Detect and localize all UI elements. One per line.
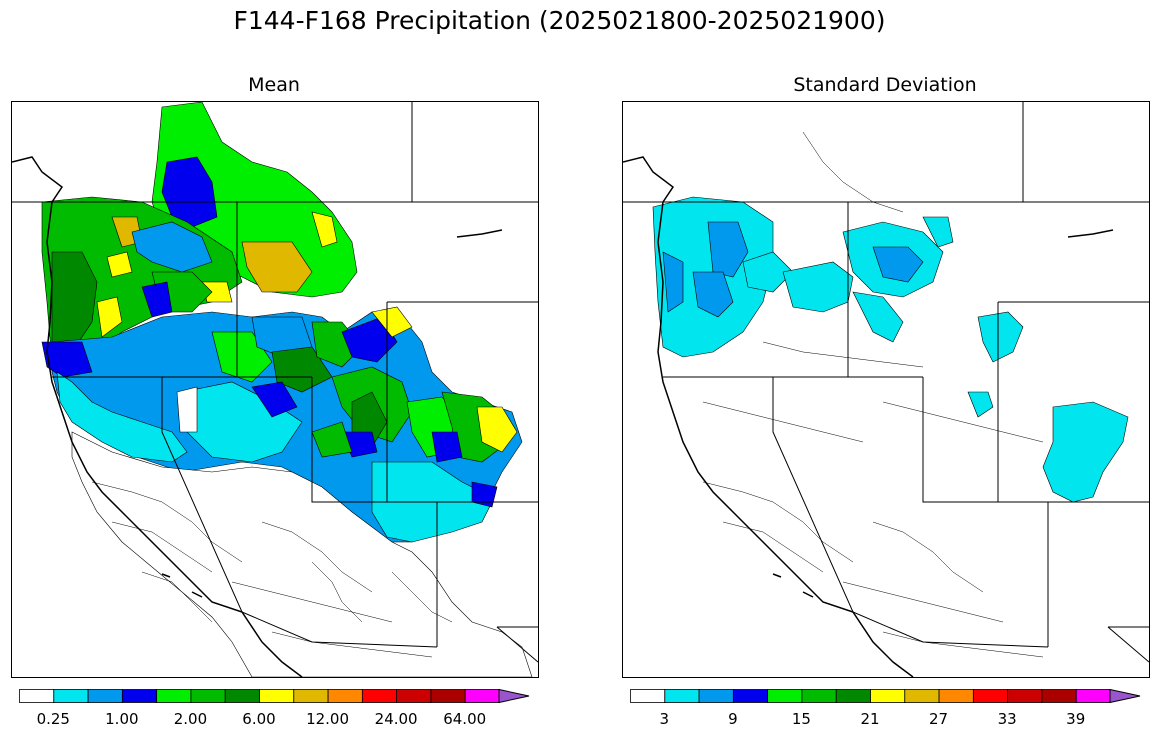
colorbar-box [156,689,192,703]
mean-map [11,101,539,678]
stddev-coastline [623,156,1114,677]
colorbar-box [1075,689,1111,703]
colorbar-box [1007,689,1043,703]
stddev-map [622,101,1150,678]
colorbar-tick-label: 2.00 [173,710,208,728]
colorbar-box [53,689,89,703]
stddev-panel-title: Standard Deviation [793,74,977,96]
mean-map-canvas [12,102,538,677]
colorbar-box [87,689,123,703]
colorbar-box [121,689,158,703]
colorbar-box [767,689,803,703]
stddev-state-lines [623,102,1149,663]
stddev-colorbar-extension [1109,689,1141,703]
stddev-map-canvas [623,102,1149,677]
colorbar-tick-label: 15 [791,710,811,728]
colorbar-box [361,689,398,703]
colorbar-tick-label: 1.00 [105,710,139,728]
colorbar-box [732,689,769,703]
colorbar-box [698,689,734,703]
colorbar-box [801,689,837,703]
colorbar-tick-label: 6.00 [242,710,276,728]
colorbar-tick-label: 64.00 [443,710,487,728]
mean-coastline [12,156,503,677]
colorbar-box [630,689,666,703]
colorbar-box [224,689,260,703]
mean-panel-title: Mean [248,74,300,96]
mean-colorbar-extension [498,689,530,703]
colorbar-tick-label: 9 [728,710,738,728]
mean-colorbar [19,689,530,703]
colorbar-box [293,689,329,703]
colorbar-tick-label: 27 [929,710,949,728]
colorbar-box [904,689,940,703]
colorbar-box [327,689,363,703]
mean-colorbar-boxes [19,689,500,703]
colorbar-box [190,689,226,703]
colorbar-box [396,689,432,703]
colorbar-tick-label: 24.00 [374,710,418,728]
colorbar-box [972,689,1009,703]
mean-basins [41,102,533,677]
colorbar-box [1041,689,1077,703]
colorbar-box [259,689,295,703]
colorbar-tick-label: 12.00 [306,710,350,728]
colorbar-box [19,689,55,703]
stddev-basins [652,196,1129,503]
stddev-colorbar [630,689,1141,703]
figure-title: F144-F168 Precipitation (2025021800-2025… [233,6,886,35]
colorbar-tick-label: 3 [659,710,670,728]
mean-basin-outlines [91,481,453,658]
colorbar-box [464,689,500,703]
colorbar-box [870,689,906,703]
stddev-basin-outlines [702,131,1044,658]
colorbar-box [835,689,871,703]
colorbar-box [664,689,700,703]
colorbar-box [430,689,466,703]
colorbar-box [938,689,974,703]
colorbar-tick-label: 21 [860,710,880,728]
colorbar-tick-label: 39 [1066,710,1086,728]
colorbar-tick-label: 0.25 [36,710,70,728]
stddev-colorbar-boxes [630,689,1111,703]
colorbar-tick-label: 33 [997,710,1017,728]
